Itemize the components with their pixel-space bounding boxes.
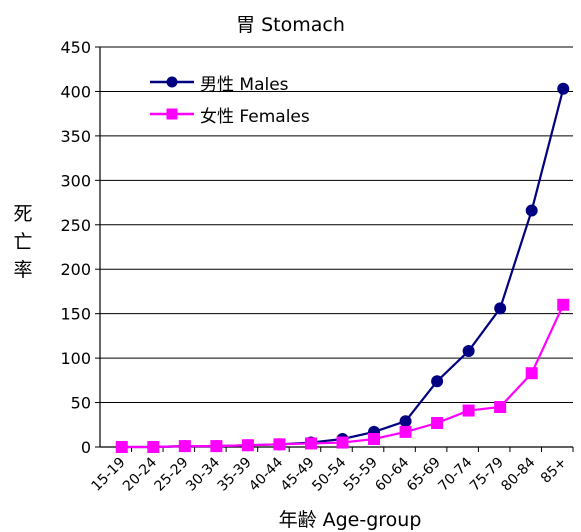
- tick-label-x-85+: 85+: [538, 455, 570, 487]
- point-1-15-19: [115, 441, 128, 453]
- point-1-60-64: [399, 425, 412, 438]
- tick-label-y-400: 400: [60, 82, 91, 101]
- point-0-85+: [557, 82, 570, 95]
- legend: 男性 Males 女性 Females: [150, 66, 310, 130]
- series-line-1: [121, 304, 565, 449]
- tick-label-y-100: 100: [60, 349, 91, 368]
- y-axis-label-char-2: 率: [13, 259, 33, 281]
- tick-label-x-65-69: 65-69: [404, 455, 444, 495]
- tick-label-y-0: 0: [81, 438, 91, 457]
- legend-item-males: 男性 Males: [150, 66, 310, 98]
- tick-label-y-200: 200: [60, 260, 91, 279]
- y-axis-label-char-1: 亡: [13, 231, 33, 253]
- tick-label-x-35-39: 35-39: [215, 455, 255, 495]
- legend-label-males: 男性 Males: [200, 74, 289, 95]
- tick-label-y-150: 150: [60, 305, 91, 324]
- tick-label-x-75-79: 75-79: [467, 455, 507, 495]
- legend-label-females: 女性 Females: [200, 106, 310, 127]
- point-1-80-84: [525, 367, 538, 380]
- tick-label-x-50-54: 50-54: [309, 454, 349, 494]
- tick-label-y-50: 50: [71, 394, 91, 413]
- tick-label-y-250: 250: [60, 216, 91, 235]
- tick-label-y-300: 300: [60, 171, 91, 190]
- tick-label-x-60-64: 60-64: [372, 454, 412, 494]
- tick-label-x-40-44: 40-44: [246, 454, 286, 494]
- legend-item-females: 女性 Females: [150, 98, 310, 130]
- tick-label-x-15-19: 15-19: [89, 455, 129, 495]
- point-0-65-69: [431, 375, 444, 388]
- point-1-85+: [557, 298, 570, 311]
- tick-label-y-450: 450: [60, 38, 91, 57]
- point-1-20-24: [147, 441, 160, 453]
- point-0-75-79: [494, 302, 507, 315]
- y-axis-label-char-0: 死: [13, 203, 33, 225]
- tick-label-x-25-29: 25-29: [152, 455, 192, 495]
- point-1-35-39: [241, 439, 254, 452]
- point-1-45-49: [304, 437, 317, 450]
- x-axis-title: 年齢 Age-group: [278, 509, 422, 531]
- point-1-70-74: [462, 404, 475, 417]
- tick-label-x-30-34: 30-34: [183, 454, 223, 494]
- point-0-60-64: [399, 415, 412, 428]
- chart-title: 胃 Stomach: [236, 14, 345, 36]
- point-1-75-79: [494, 401, 507, 413]
- legend-marker-females: [150, 108, 194, 120]
- legend-marker-males: [150, 76, 194, 88]
- tick-label-x-20-24: 20-24: [120, 454, 160, 494]
- tick-label-x-70-74: 70-74: [435, 454, 475, 494]
- series-line-0: [121, 88, 565, 449]
- point-1-55-59: [368, 433, 381, 445]
- point-1-50-54: [336, 436, 349, 449]
- y-axis-label: 死亡率: [10, 200, 36, 284]
- point-1-25-29: [178, 440, 191, 453]
- tick-label-x-55-59: 55-59: [341, 455, 381, 495]
- point-0-70-74: [462, 345, 475, 357]
- tick-label-x-80-84: 80-84: [498, 454, 538, 494]
- point-0-80-84: [525, 204, 538, 217]
- tick-label-y-350: 350: [60, 127, 91, 146]
- point-1-30-34: [210, 440, 223, 453]
- tick-label-x-45-49: 45-49: [278, 455, 318, 495]
- point-1-40-44: [273, 438, 286, 451]
- point-1-65-69: [431, 417, 444, 429]
